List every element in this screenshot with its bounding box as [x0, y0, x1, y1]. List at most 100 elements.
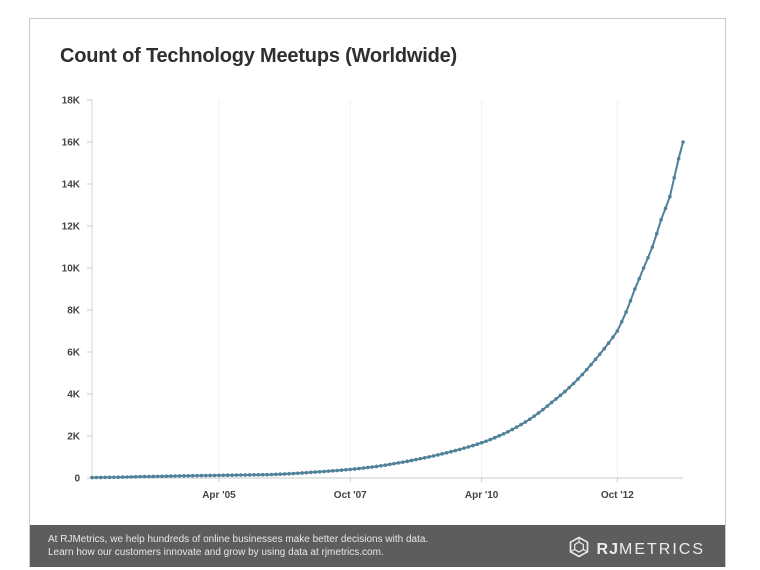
data-point[interactable] [190, 473, 195, 478]
data-point[interactable] [401, 460, 405, 464]
data-point[interactable] [221, 473, 226, 478]
data-point[interactable] [492, 435, 497, 440]
data-point[interactable] [431, 454, 436, 458]
data-point[interactable] [471, 443, 475, 448]
data-point[interactable] [278, 472, 283, 476]
data-point[interactable] [541, 407, 545, 412]
data-point[interactable] [239, 473, 243, 477]
data-point[interactable] [668, 194, 672, 199]
data-point[interactable] [265, 472, 269, 477]
data-point[interactable] [252, 473, 256, 477]
data-point[interactable] [344, 467, 348, 472]
data-point[interactable] [576, 377, 580, 381]
data-point[interactable] [199, 473, 204, 478]
data-point[interactable] [374, 464, 379, 469]
data-point[interactable] [488, 437, 493, 442]
data-point[interactable] [151, 474, 156, 479]
data-point[interactable] [619, 320, 624, 324]
data-point[interactable] [335, 468, 339, 473]
data-point[interactable] [317, 469, 322, 474]
data-point[interactable] [366, 465, 370, 470]
data-point[interactable] [142, 474, 147, 479]
data-point[interactable] [414, 457, 418, 462]
data-point[interactable] [186, 473, 191, 478]
data-point[interactable] [164, 474, 169, 479]
data-point[interactable] [418, 456, 423, 461]
data-point[interactable] [133, 474, 138, 479]
data-point[interactable] [484, 439, 488, 444]
data-point[interactable] [212, 473, 217, 478]
data-point[interactable] [672, 175, 677, 180]
data-point[interactable] [663, 206, 668, 211]
data-point[interactable] [523, 420, 528, 424]
data-point[interactable] [641, 266, 646, 270]
data-point[interactable] [681, 140, 685, 144]
data-point[interactable] [409, 458, 414, 463]
data-point[interactable] [567, 385, 571, 390]
data-point[interactable] [436, 453, 440, 457]
data-point[interactable] [230, 473, 234, 477]
data-point[interactable] [313, 470, 318, 474]
data-point[interactable] [611, 335, 615, 339]
data-point[interactable] [598, 352, 602, 356]
data-point[interactable] [90, 475, 94, 480]
data-point[interactable] [98, 475, 103, 480]
data-point[interactable] [352, 467, 357, 471]
data-point[interactable] [510, 427, 515, 432]
data-point[interactable] [563, 389, 567, 394]
data-point[interactable] [326, 469, 331, 473]
data-point[interactable] [182, 474, 186, 478]
data-point[interactable] [291, 471, 296, 476]
data-point[interactable] [256, 472, 261, 477]
data-point[interactable] [444, 451, 449, 455]
data-point[interactable] [392, 461, 396, 466]
data-point[interactable] [554, 397, 558, 401]
data-point[interactable] [475, 442, 480, 447]
data-point[interactable] [300, 471, 304, 475]
data-point[interactable] [628, 299, 633, 303]
data-point[interactable] [501, 432, 506, 436]
data-point[interactable] [169, 474, 173, 478]
data-point[interactable] [120, 475, 125, 479]
data-point[interactable] [440, 452, 445, 456]
data-point[interactable] [479, 440, 484, 445]
data-point[interactable] [422, 456, 427, 460]
data-point[interactable] [107, 475, 112, 480]
data-point[interactable] [195, 473, 199, 478]
data-point[interactable] [304, 470, 309, 475]
data-point[interactable] [405, 459, 410, 464]
data-point[interactable] [260, 472, 265, 477]
data-point[interactable] [173, 474, 177, 478]
data-point[interactable] [160, 474, 164, 479]
data-point[interactable] [571, 381, 576, 386]
data-point[interactable] [247, 473, 252, 477]
data-point[interactable] [330, 469, 335, 473]
data-point[interactable] [269, 472, 274, 477]
data-point[interactable] [466, 445, 471, 449]
data-point[interactable] [497, 434, 501, 438]
data-point[interactable] [147, 474, 151, 479]
data-point[interactable] [453, 448, 458, 453]
data-point[interactable] [274, 472, 278, 477]
data-point[interactable] [243, 473, 248, 477]
data-point[interactable] [387, 462, 392, 467]
data-point[interactable] [676, 157, 681, 161]
data-point[interactable] [177, 474, 182, 478]
data-point[interactable] [427, 455, 431, 459]
data-point[interactable] [536, 411, 541, 415]
rjmetrics-logo[interactable]: RJMETRICS [568, 536, 705, 563]
data-point[interactable] [234, 473, 239, 477]
data-point[interactable] [138, 474, 142, 479]
data-point[interactable] [602, 346, 606, 351]
data-point[interactable] [545, 404, 550, 408]
data-point[interactable] [558, 393, 563, 398]
data-point[interactable] [339, 468, 344, 472]
data-point[interactable] [462, 446, 466, 450]
data-point[interactable] [519, 422, 523, 427]
data-point[interactable] [379, 464, 383, 468]
data-point[interactable] [361, 466, 366, 470]
data-point[interactable] [357, 466, 361, 471]
data-point[interactable] [514, 425, 519, 429]
data-point[interactable] [637, 276, 642, 281]
data-point[interactable] [309, 470, 313, 475]
